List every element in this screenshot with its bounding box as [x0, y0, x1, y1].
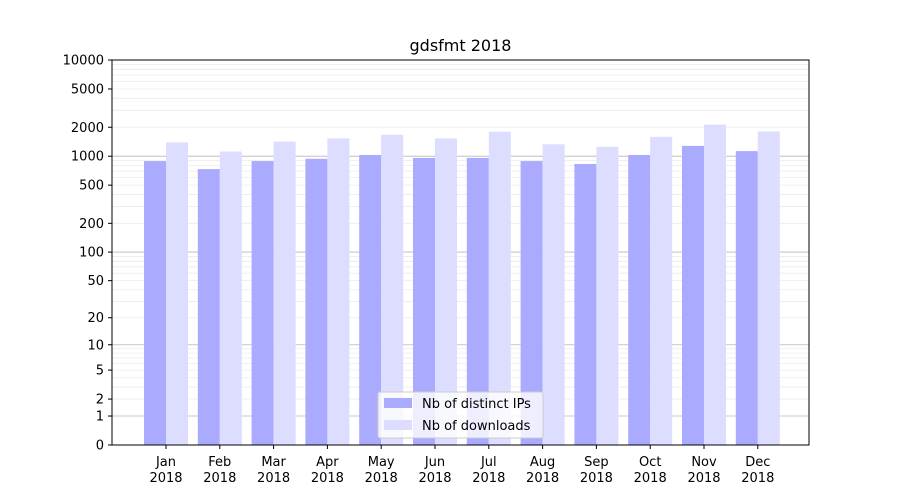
x-tick-label-year: 2018: [418, 471, 451, 486]
bar-distinct-ips: [466, 157, 489, 445]
bar-downloads: [435, 138, 457, 445]
bar-downloads: [488, 131, 511, 445]
y-tick-label: 10: [87, 338, 104, 353]
chart-title: gdsfmt 2018: [410, 36, 512, 55]
x-tick-label-year: 2018: [257, 471, 290, 486]
y-axis: 0 1 2 5 10 20 50 100 200 500 1000 2000 5000 10000: [63, 54, 112, 454]
x-tick-label-year: 2018: [526, 471, 559, 486]
y-tick-label: 1: [96, 410, 104, 425]
bar-distinct-ips: [144, 161, 166, 446]
x-tick-label-month: May: [368, 455, 395, 470]
x-tick-label-month: Jan: [155, 455, 176, 470]
legend-box: [377, 391, 544, 439]
bar-downloads: [542, 144, 565, 445]
bar-distinct-ips: [251, 161, 274, 446]
y-tick-label: 0: [96, 439, 104, 454]
bar-downloads: [327, 138, 350, 445]
x-tick-label-year: 2018: [365, 471, 398, 486]
y-tick-label: 50: [87, 274, 104, 289]
bar-downloads: [381, 134, 404, 446]
x-tick-label-month: Nov: [691, 455, 717, 470]
x-axis: Jan2018Feb2018Mar2018Apr2018May2018Jun20…: [149, 445, 774, 486]
bar-downloads: [219, 151, 242, 446]
x-tick-label-year: 2018: [311, 471, 344, 486]
legend-swatch-ips: [384, 398, 412, 408]
y-tick-label: 200: [79, 217, 104, 232]
x-tick-label-year: 2018: [580, 471, 613, 486]
bar-distinct-ips: [574, 163, 597, 445]
bar-distinct-ips: [520, 161, 543, 446]
bars: [144, 124, 780, 446]
x-tick-label-month: Jul: [480, 455, 497, 470]
bar-distinct-ips: [197, 169, 220, 445]
x-tick-label-month: Aug: [530, 455, 555, 470]
x-tick-label-year: 2018: [203, 471, 236, 486]
x-tick-label-year: 2018: [634, 471, 667, 486]
y-tick-label: 500: [79, 179, 104, 194]
bar-distinct-ips: [628, 154, 651, 446]
x-tick-label-month: Sep: [584, 455, 609, 470]
y-tick-label: 20: [87, 311, 104, 326]
x-tick-label-month: Feb: [208, 455, 231, 470]
y-tick-label: 2: [96, 393, 104, 408]
x-tick-label-year: 2018: [687, 471, 720, 486]
x-tick-label-month: Dec: [745, 455, 770, 470]
bar-downloads: [166, 142, 188, 445]
x-tick-label-month: Mar: [261, 455, 286, 470]
x-tick-label-year: 2018: [149, 471, 182, 486]
bar-downloads: [273, 141, 296, 446]
y-tick-label: 1000: [71, 150, 104, 165]
y-tick-label: 2000: [71, 121, 104, 136]
y-tick-label: 10000: [63, 54, 104, 69]
legend-label-downloads: Nb of downloads: [422, 419, 531, 434]
x-tick-label-month: Jun: [424, 455, 445, 470]
bar-distinct-ips: [682, 145, 704, 445]
y-tick-label: 100: [79, 246, 104, 261]
legend-swatch-downloads: [384, 420, 412, 430]
bar-downloads: [650, 136, 673, 445]
legend-label-ips: Nb of distinct IPs: [422, 397, 531, 412]
y-tick-label: 5: [96, 364, 104, 379]
bar-downloads: [704, 124, 726, 445]
bar-distinct-ips: [413, 157, 435, 445]
bar-distinct-ips: [735, 151, 758, 445]
bar-distinct-ips: [305, 158, 328, 445]
bar-distinct-ips: [359, 154, 382, 446]
x-tick-label-month: Apr: [316, 455, 339, 470]
x-tick-label-month: Oct: [639, 455, 661, 470]
legend: Nb of distinct IPs Nb of downloads: [377, 391, 544, 439]
x-tick-label-year: 2018: [472, 471, 505, 486]
bar-downloads: [757, 131, 780, 445]
bar-downloads: [596, 146, 619, 446]
x-tick-label-year: 2018: [741, 471, 774, 486]
y-tick-label: 5000: [71, 82, 104, 97]
